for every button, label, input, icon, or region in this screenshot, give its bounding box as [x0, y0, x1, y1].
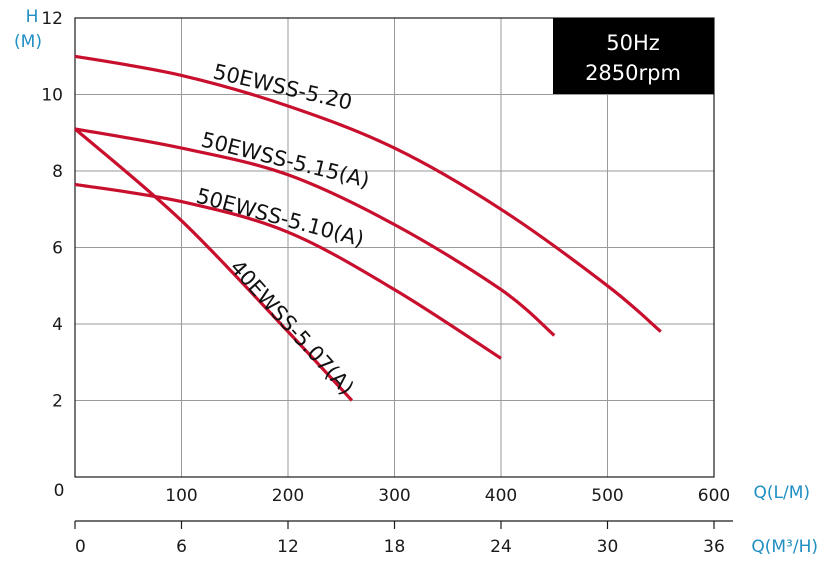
x-tick-label: 200 [272, 486, 304, 506]
x-tick-label: 400 [485, 486, 517, 506]
y-tick-label: 4 [52, 315, 63, 335]
info-box: 50Hz 2850rpm [553, 18, 714, 94]
x-tick-label: 100 [165, 486, 197, 506]
curve-50ewss-5-20 [74, 54, 662, 333]
x-tick-label: 500 [591, 486, 623, 506]
y-tick-label: 6 [52, 239, 63, 259]
curve-50ewss-5-15a [74, 127, 556, 337]
x-axis-title-secondary: Q(M³/H) [751, 537, 818, 557]
secondary-tick-label: 36 [703, 537, 725, 557]
secondary-ticks: 0 6 12 18 24 30 36 [74, 521, 725, 557]
curves [73, 54, 662, 402]
curve-40ewss-5-07a-label: 40EWSS-5.07(A) [225, 255, 358, 399]
x-axis-title-primary: Q(L/M) [753, 483, 810, 503]
y-zero-label: 0 [54, 481, 65, 501]
secondary-tick-label: 12 [277, 537, 299, 557]
curve-40ewss-5-07a [73, 127, 354, 402]
info-box-background [553, 18, 714, 94]
secondary-tick-label: 6 [176, 537, 187, 557]
y-axis-unit: (M) [14, 32, 42, 52]
curve-labels: 50EWSS-5.20 50EWSS-5.15(A)50EWSS-5.10(A)4… [194, 59, 372, 399]
curve-50ewss-5-15a-label: 50EWSS-5.15(A) [199, 128, 372, 193]
y-tick-label: 12 [41, 9, 63, 29]
plot-frame [74, 17, 715, 478]
curve-50ewss-5-10a [74, 182, 502, 360]
secondary-x-axis: 0 6 12 18 24 30 36 Q(M³/H) [74, 520, 818, 557]
secondary-tick-label: 18 [384, 537, 406, 557]
x-tick-labels: 100 200 300 400 500 600 [165, 486, 730, 506]
curve-50ewss-5-10a-label: 50EWSS-5.10(A) [194, 184, 367, 252]
y-tick-label: 2 [52, 392, 63, 412]
info-frequency: 50Hz [606, 31, 660, 55]
secondary-tick-label: 0 [75, 537, 86, 557]
secondary-tick-label: 30 [597, 537, 619, 557]
y-tick-label: 8 [52, 162, 63, 182]
secondary-tick-label: 24 [490, 537, 512, 557]
y-tick-label: 10 [41, 86, 63, 106]
y-tick-labels: 2 4 6 8 10 12 [41, 9, 63, 412]
info-speed: 2850rpm [585, 61, 681, 85]
x-tick-label: 600 [698, 486, 730, 506]
y-axis-title: H [26, 7, 39, 27]
curve-50ewss-5-20-label: 50EWSS-5.20 [211, 59, 355, 114]
grid [75, 18, 714, 477]
x-tick-label: 300 [378, 486, 410, 506]
